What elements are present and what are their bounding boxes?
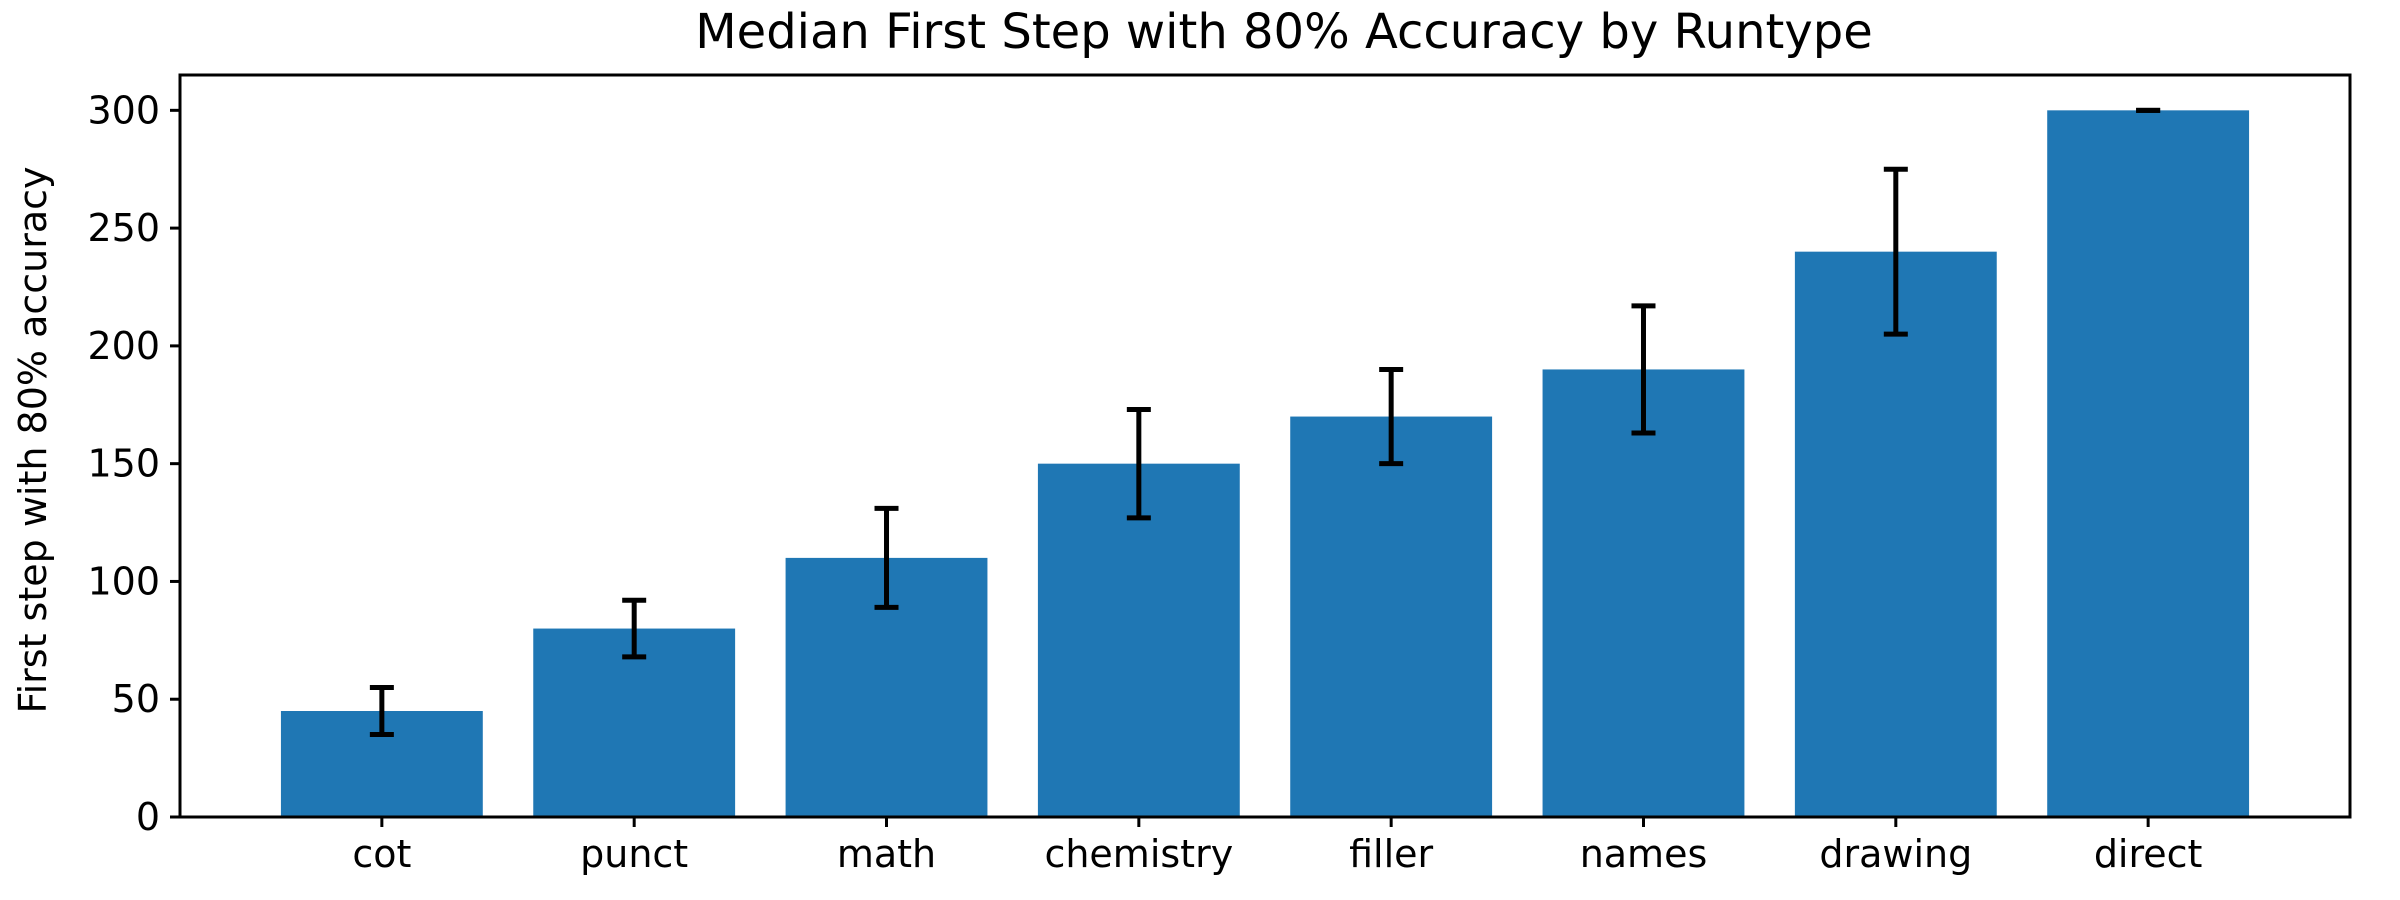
bar-punct xyxy=(533,628,736,817)
bar-filler xyxy=(1290,416,1493,817)
chart-title: Median First Step with 80% Accuracy by R… xyxy=(695,4,1873,60)
x-tick-label-chemistry: chemistry xyxy=(1044,832,1233,876)
bar-direct xyxy=(2047,110,2250,818)
x-tick-label-punct: punct xyxy=(580,832,688,876)
x-tick-label-names: names xyxy=(1580,832,1708,876)
error-bar-filler xyxy=(1379,366,1404,467)
y-axis: 0 50 100 150 200 250 300 xyxy=(87,88,180,839)
bar-names xyxy=(1542,369,1745,817)
error-bar-punct xyxy=(622,597,647,660)
y-tick-label-250: 250 xyxy=(87,206,160,250)
error-bar-names xyxy=(1631,303,1656,436)
x-axis: cot punct math chemistry filler names drawing d… xyxy=(352,817,2202,876)
y-tick-label-0: 0 xyxy=(136,795,160,839)
error-bar-chemistry xyxy=(1126,406,1151,521)
x-tick-label-direct: direct xyxy=(2094,832,2203,876)
plot-area-frame xyxy=(178,73,2352,819)
error-bar-drawing xyxy=(1883,166,1908,337)
y-tick-label-300: 300 xyxy=(87,88,160,132)
bar-chemistry xyxy=(1037,463,1240,817)
x-tick-label-cot: cot xyxy=(352,832,411,876)
y-axis-label: First step with 80% accuracy xyxy=(11,166,55,713)
x-tick-label-drawing: drawing xyxy=(1819,832,1972,876)
y-tick-label-50: 50 xyxy=(112,677,160,721)
error-bars-group xyxy=(369,107,2161,738)
x-tick-label-math: math xyxy=(837,832,936,876)
bars-group xyxy=(280,110,2250,818)
y-tick-label-150: 150 xyxy=(87,442,160,486)
error-bar-math xyxy=(874,505,899,610)
y-tick-label-100: 100 xyxy=(87,559,160,603)
y-tick-label-200: 200 xyxy=(87,324,160,368)
error-bar-cot xyxy=(369,684,394,738)
x-tick-label-filler: filler xyxy=(1349,832,1433,876)
bar-drawing xyxy=(1794,251,1997,817)
